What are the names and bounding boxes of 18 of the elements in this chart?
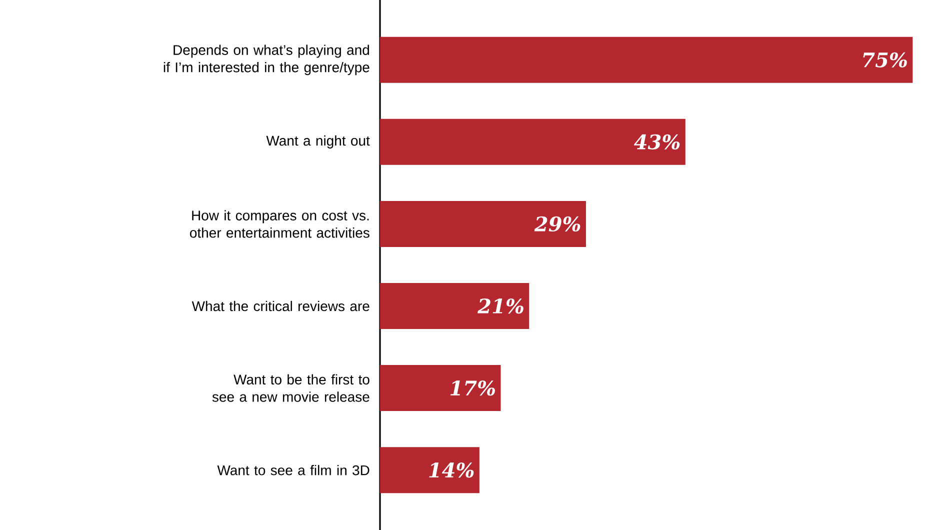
bar xyxy=(380,118,686,165)
data-label: 17% xyxy=(450,380,495,396)
bar xyxy=(380,200,586,247)
data-label: 14% xyxy=(429,462,474,478)
y-tick-label: Want a night out xyxy=(266,135,370,148)
y-tick-label: How it compares on cost vs. other entertainment activities xyxy=(190,210,370,238)
y-tick-label: Depends on what’s playing and if I’m interested in the genre/type xyxy=(164,44,370,76)
y-tick-label: Want to be the first to see a new movie release xyxy=(212,374,370,402)
bar xyxy=(380,283,530,330)
data-label: 21% xyxy=(477,298,524,314)
y-tick-label: Want to see a film in 3D xyxy=(217,464,370,476)
y-tick-label: What the critical reviews are xyxy=(192,300,370,312)
data-label: 43% xyxy=(634,134,680,150)
bar xyxy=(380,447,480,494)
bar xyxy=(380,36,913,83)
data-label: 75% xyxy=(863,52,907,68)
data-label: 29% xyxy=(534,216,580,232)
bar xyxy=(380,365,501,412)
